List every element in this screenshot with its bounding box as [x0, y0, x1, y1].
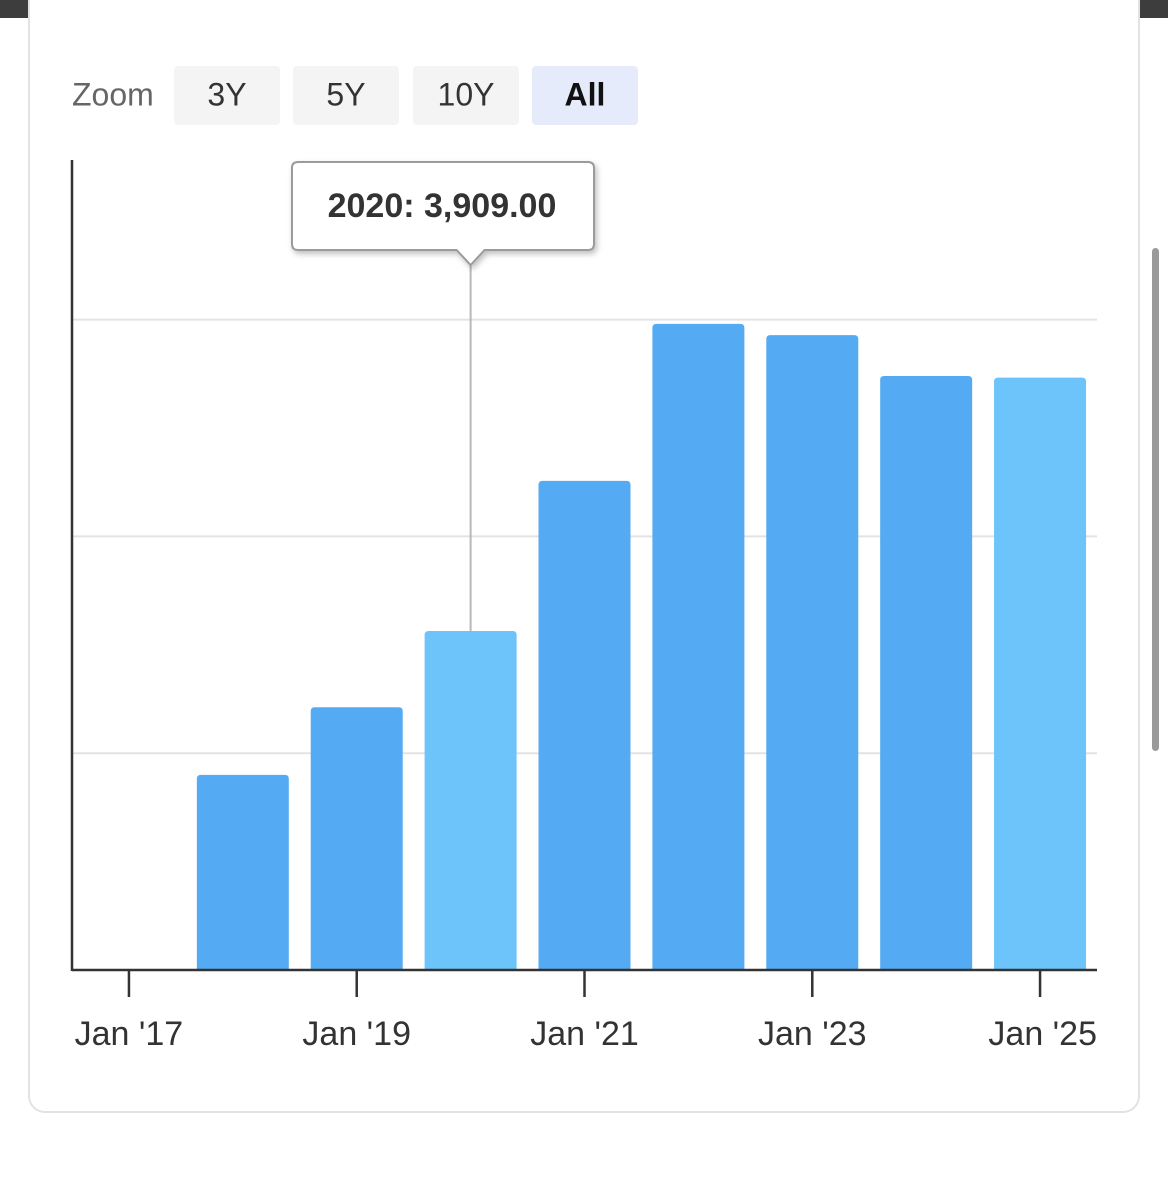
bar[interactable] — [766, 335, 859, 970]
x-tick-label: Jan '19 — [302, 1015, 411, 1053]
zoom-button[interactable] — [293, 66, 399, 125]
x-tick-label: Jan '25 — [988, 1015, 1097, 1053]
zoom-button[interactable] — [413, 66, 519, 125]
zoom-button-label[interactable]: 10Y — [438, 76, 495, 112]
bar[interactable] — [310, 707, 403, 970]
zoom-button[interactable] — [174, 66, 280, 125]
zoom-button-label[interactable]: 3Y — [207, 76, 246, 112]
x-tick-label: Jan '21 — [530, 1015, 639, 1053]
zoom-bar: Zoom 3Y 5Y 10Y All — [72, 66, 638, 125]
tooltip-box — [291, 161, 595, 267]
scrollbar — [1152, 248, 1159, 751]
x-tick-label: Jan '17 — [75, 1015, 184, 1053]
bar[interactable] — [994, 377, 1087, 971]
zoom-label: Zoom — [72, 76, 154, 112]
plot: Jan '17 Jan '19 Jan '21 Jan '23 Jan '25 2020:… — [70, 160, 1097, 1053]
tooltip-text: 2020: 3,909.00 — [328, 187, 557, 225]
x-tick-label: Jan '23 — [758, 1015, 867, 1053]
bar[interactable] — [652, 323, 745, 970]
bar[interactable] — [196, 774, 289, 970]
bar[interactable] — [880, 375, 973, 971]
bar[interactable] — [538, 480, 631, 970]
zoom-button[interactable] — [532, 66, 638, 125]
zoom-button-label[interactable]: All — [565, 76, 606, 112]
zoom-button-label[interactable]: 5Y — [326, 76, 365, 112]
bar[interactable] — [424, 630, 517, 970]
